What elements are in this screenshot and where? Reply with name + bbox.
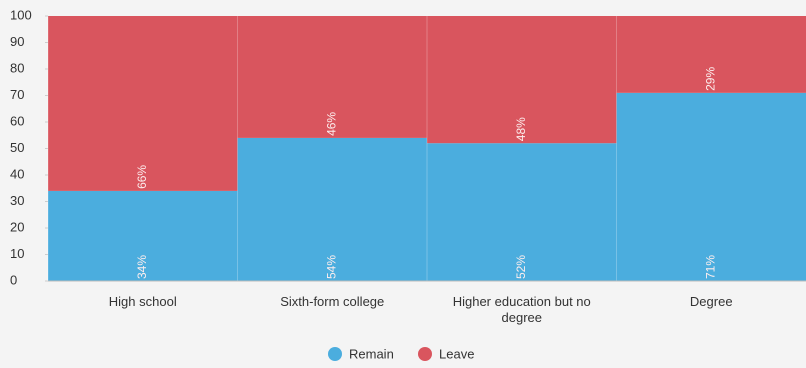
legend-marker [418,347,432,361]
y-tick-label: 0 [10,272,17,287]
y-tick-label: 20 [10,219,24,234]
bar-segment [48,16,238,191]
y-tick-label: 70 [10,87,24,102]
x-tick-label: Higher education but no degree [452,294,591,325]
bar-segment [48,190,238,281]
legend-marker [328,347,342,361]
bar-segment [237,16,427,138]
legend-label: Remain [349,346,394,361]
bar-segment [427,143,617,281]
y-tick-label: 100 [10,7,32,22]
y-tick-label: 10 [10,246,24,261]
x-tick-label: High school [108,294,177,309]
value-label: 71% [703,255,717,279]
y-tick-label: 30 [10,193,24,208]
legend-label: Leave [439,346,474,361]
y-tick-label: 90 [10,34,24,49]
x-tick-label: Sixth-form college [280,294,385,309]
value-label: 66% [135,165,149,189]
value-label: 34% [135,255,149,279]
y-tick-label: 40 [10,166,24,181]
y-tick-label: 60 [10,113,24,128]
bar-segment [616,92,806,281]
value-label: 29% [703,67,717,91]
bar-segment [616,16,806,93]
x-tick-label: Degree [689,294,733,309]
bar-segment [427,16,617,144]
value-label: 48% [514,117,528,141]
value-label: 52% [514,255,528,279]
y-tick-label: 50 [10,140,24,155]
y-tick-label: 80 [10,60,24,75]
value-label: 54% [324,255,338,279]
bar-segment [237,137,427,281]
value-label: 46% [324,112,338,136]
